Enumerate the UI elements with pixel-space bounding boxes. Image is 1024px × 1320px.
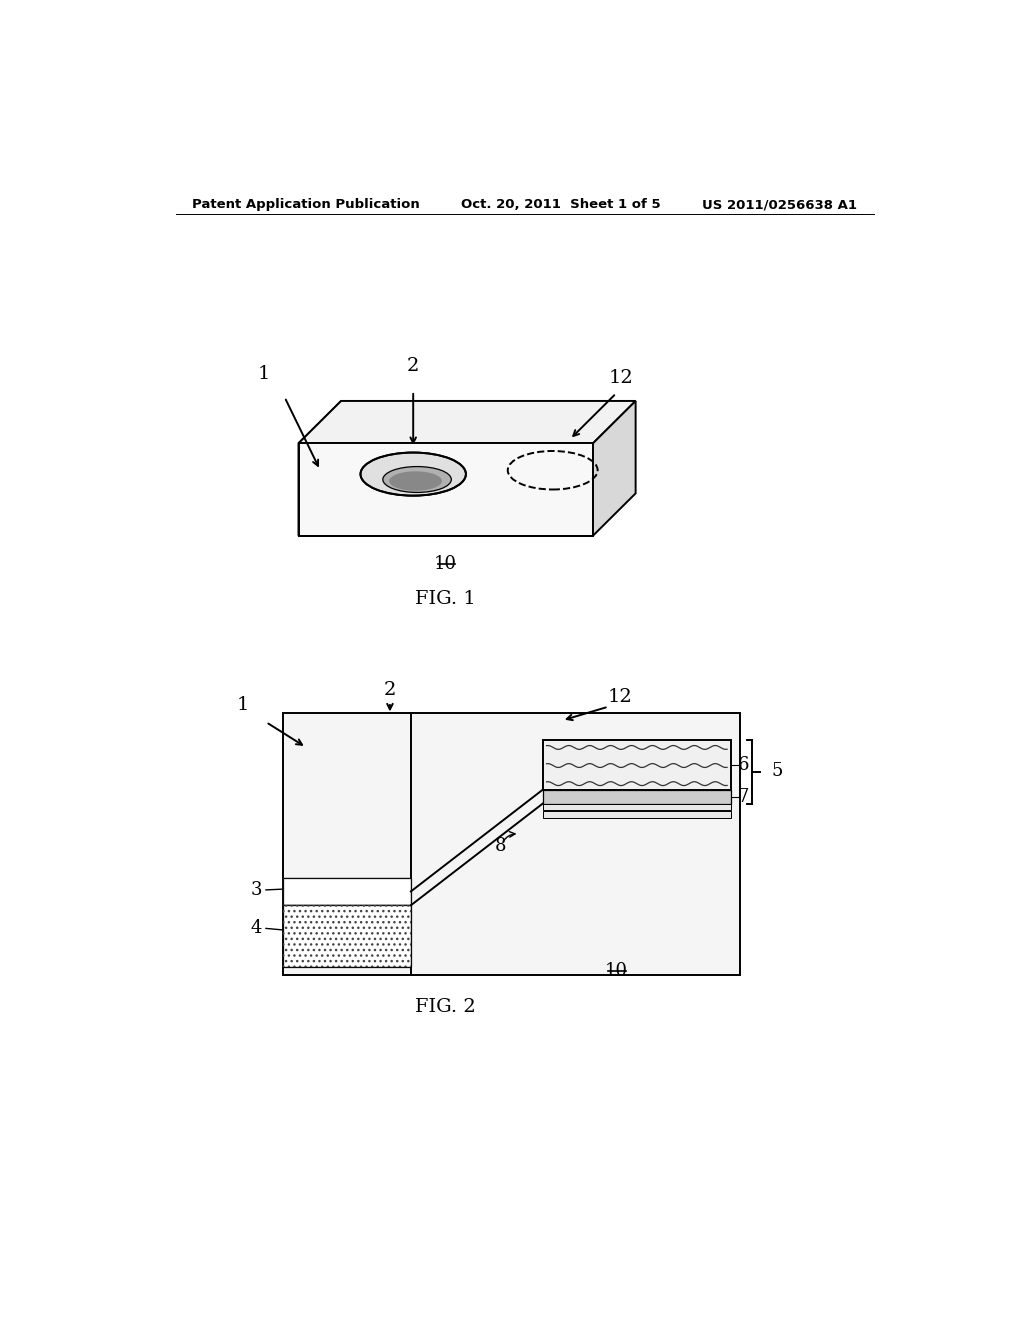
Polygon shape [299,401,636,444]
Text: FIG. 1: FIG. 1 [416,590,476,607]
Bar [543,739,731,789]
Bar [283,713,740,974]
Text: 12: 12 [608,689,633,706]
Ellipse shape [383,466,452,492]
Text: 7: 7 [738,788,750,805]
Text: Oct. 20, 2011  Sheet 1 of 5: Oct. 20, 2011 Sheet 1 of 5 [461,198,660,211]
Text: 12: 12 [608,368,633,387]
Bar [283,878,411,906]
Polygon shape [593,401,636,536]
Bar [543,812,731,817]
Text: 4: 4 [251,920,262,937]
Bar [543,789,731,804]
Text: 3: 3 [251,880,262,899]
Polygon shape [299,444,593,536]
Text: 6: 6 [738,756,750,774]
Text: US 2011/0256638 A1: US 2011/0256638 A1 [701,198,856,211]
Bar [283,906,411,966]
Ellipse shape [389,471,442,491]
Ellipse shape [360,453,466,496]
Text: 8: 8 [495,837,506,855]
Text: 2: 2 [407,358,420,375]
Text: Patent Application Publication: Patent Application Publication [191,198,419,211]
Bar [283,878,411,906]
Text: 10: 10 [605,961,628,979]
Text: 10: 10 [434,554,458,573]
Bar [543,804,731,810]
Text: FIG. 2: FIG. 2 [416,998,476,1015]
Text: 1: 1 [257,366,269,383]
Text: 5: 5 [771,762,782,780]
Text: 1: 1 [237,696,249,714]
Bar [283,906,411,966]
Text: 2: 2 [384,681,396,698]
Polygon shape [299,401,341,536]
